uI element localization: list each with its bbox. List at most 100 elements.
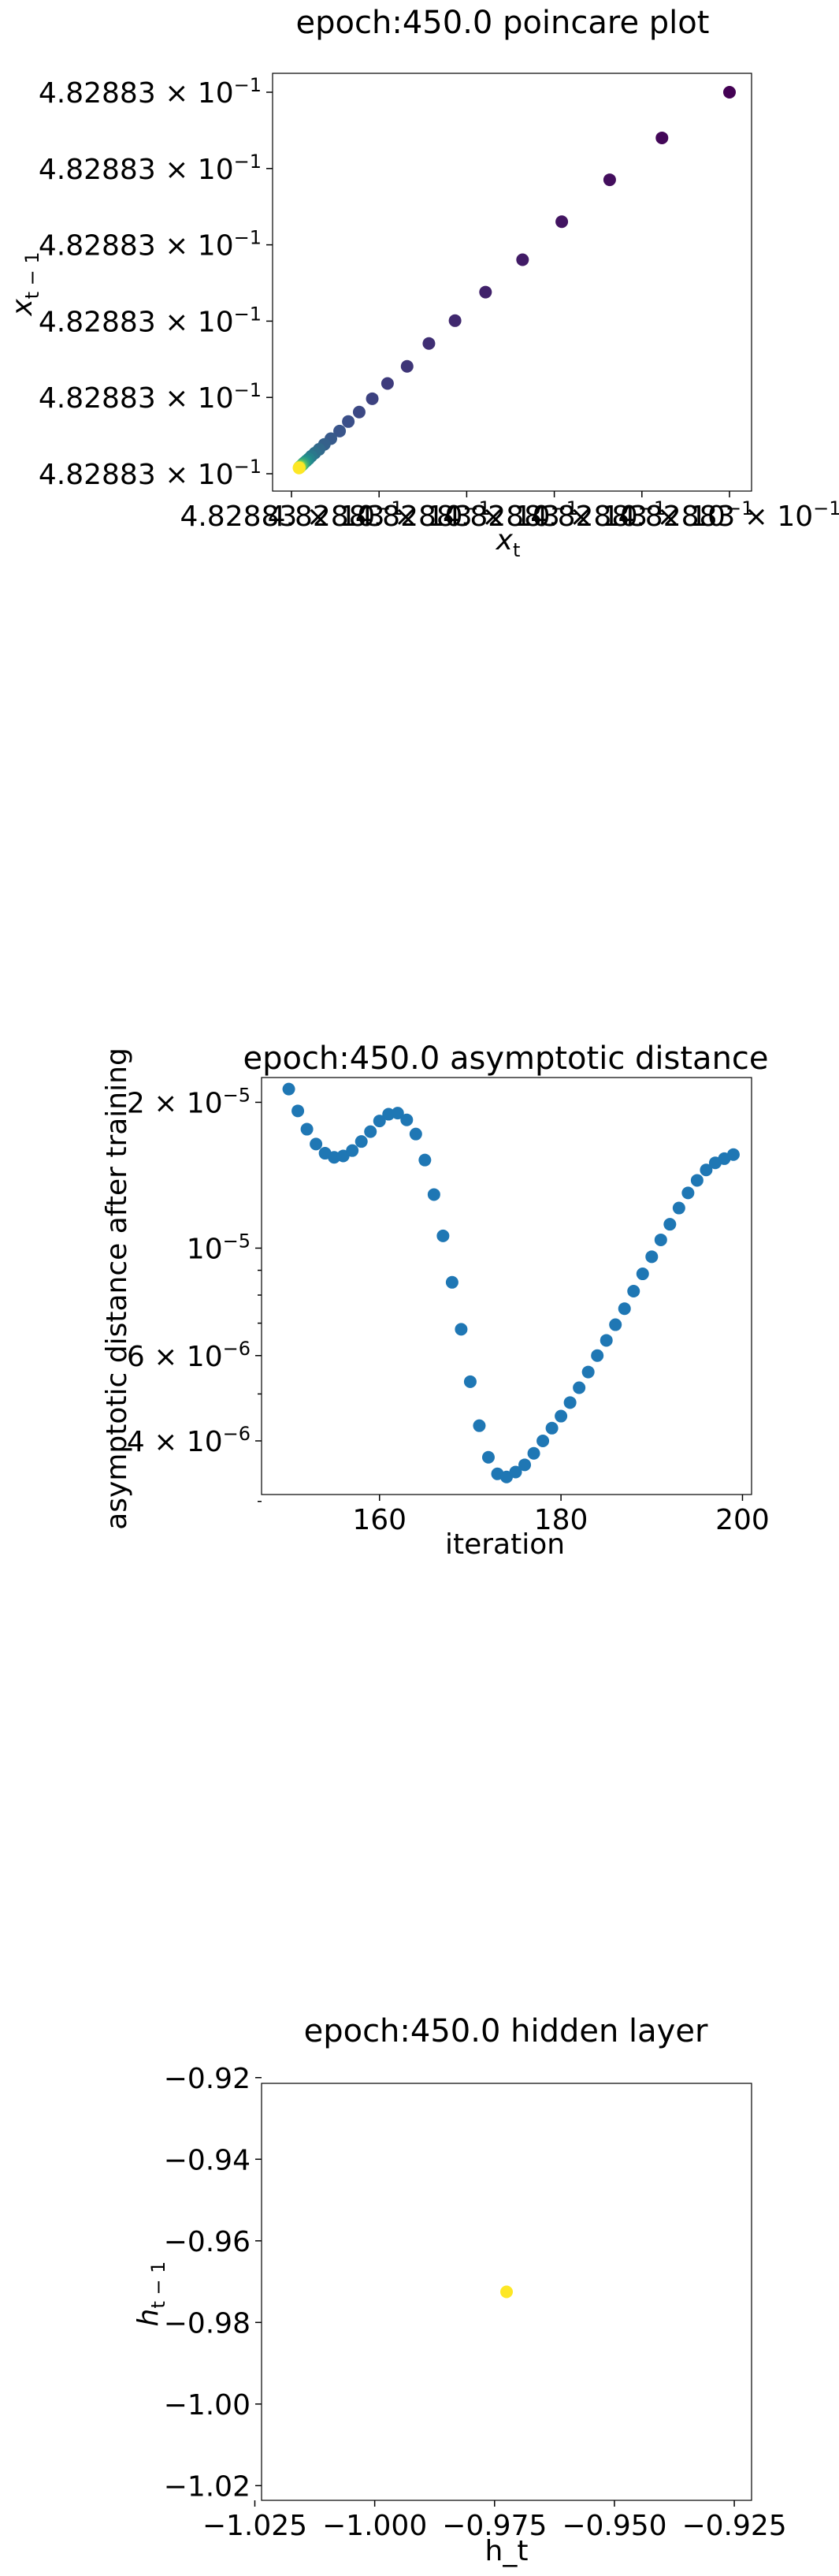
poincare-point	[448, 314, 462, 327]
asymptotic-y-axis-label: asymptotic distance after training	[101, 1048, 133, 1530]
poincare-point	[352, 405, 366, 419]
poincare-y-tick-label: 4.82883 × 10−1	[39, 456, 262, 491]
asymptotic-point	[563, 1396, 577, 1409]
poincare-point	[516, 253, 529, 266]
hidden-layer-y-ticks: −0.92 −0.94 −0.96 −0.98 −1.00 −1.02	[164, 2063, 262, 2503]
asymptotic-point	[536, 1434, 550, 1447]
asymptotic-points	[282, 1082, 740, 1483]
asymptotic-point	[681, 1186, 695, 1200]
poincare-x-tick-label: 4.82883 × 10−1	[443, 497, 666, 533]
hidden-layer-x-ticks: −1.025 −1.000 −0.975 −0.950 −0.925	[202, 2500, 787, 2542]
asymptotic-point	[545, 1421, 559, 1435]
asymptotic-point	[364, 1125, 377, 1138]
hidden-layer-y-axis-label: ht − 1	[132, 2261, 169, 2327]
asymptotic-point	[409, 1127, 422, 1141]
asymptotic-point	[481, 1450, 495, 1464]
hidden-layer-y-tick-label: −0.92	[164, 2063, 251, 2095]
asymptotic-frame	[261, 1077, 752, 1495]
poincare-point	[342, 415, 355, 428]
asymptotic-point	[291, 1104, 305, 1118]
hidden-layer-x-tick-label: −1.000	[322, 2510, 427, 2542]
poincare-point	[479, 285, 492, 299]
poincare-y-axis-label: xt − 1	[6, 251, 43, 316]
asymptotic-distance-chart: epoch:450.0 asymptotic distance 2 × 10−5…	[101, 1040, 770, 1561]
poincare-y-ticks: 4.82883 × 10−1 4.82883 × 10−1 4.82883 × 10…	[39, 74, 273, 491]
poincare-point	[723, 86, 736, 99]
asymptotic-y-ticks: 2 × 10−5 10−5 6 × 10−6 4 × 10−6	[127, 1084, 262, 1502]
poincare-frame	[272, 73, 752, 492]
asymptotic-point	[373, 1115, 386, 1128]
asymptotic-y-tick-label: 4 × 10−6	[127, 1423, 251, 1458]
poincare-point	[400, 359, 414, 373]
asymptotic-point	[282, 1082, 295, 1096]
asymptotic-point	[636, 1268, 649, 1281]
asymptotic-point	[391, 1107, 404, 1120]
asymptotic-point	[591, 1349, 604, 1362]
asymptotic-point	[509, 1465, 522, 1479]
asymptotic-point	[726, 1148, 740, 1161]
hidden-layer-x-axis-label: h_t	[485, 2535, 529, 2567]
poincare-point	[292, 461, 306, 475]
asymptotic-point	[690, 1174, 703, 1187]
poincare-y-tick-label: 4.82883 × 10−1	[39, 303, 262, 338]
poincare-point	[655, 131, 669, 144]
asymptotic-point	[555, 1409, 568, 1423]
hidden-layer-y-tick-label: −1.02	[164, 2470, 251, 2503]
poincare-y-tick-label: 4.82883 × 10−1	[39, 227, 262, 262]
poincare-x-ticks: 4.82883 × 10−14.82883 × 10−14.82883 × 10…	[180, 491, 839, 533]
asymptotic-point	[455, 1323, 468, 1336]
asymptotic-point	[310, 1137, 323, 1151]
hidden-layer-points	[500, 2285, 513, 2299]
asymptotic-y-tick-label: 10−5	[187, 1230, 251, 1265]
asymptotic-y-tick-label: 6 × 10−6	[127, 1338, 251, 1373]
poincare-y-tick-label: 4.82883 × 10−1	[39, 379, 262, 415]
hidden-layer-y-tick-label: −1.00	[164, 2389, 251, 2422]
poincare-x-tick-label: 4.82883 × 10−1	[618, 497, 839, 533]
asymptotic-point	[300, 1122, 314, 1136]
hidden-layer-x-tick-label: −0.950	[562, 2510, 666, 2542]
hidden-layer-y-tick-label: −0.94	[164, 2144, 251, 2176]
asymptotic-point	[573, 1381, 586, 1394]
asymptotic-point	[627, 1285, 640, 1298]
poincare-point	[555, 215, 569, 229]
asymptotic-x-tick-label: 200	[715, 1504, 770, 1536]
asymptotic-point	[645, 1250, 659, 1264]
asymptotic-point	[427, 1188, 440, 1201]
poincare-point	[603, 173, 616, 187]
hidden-layer-x-tick-label: −0.925	[681, 2510, 786, 2542]
asymptotic-point	[600, 1334, 613, 1347]
poincare-x-tick-label: 4.82883 × 10−1	[355, 497, 578, 533]
asymptotic-point	[463, 1375, 477, 1388]
hidden-layer-frame	[261, 2083, 752, 2501]
asymptotic-x-ticks: 160 180 200	[352, 1495, 770, 1536]
hidden-layer-x-tick-label: −1.025	[202, 2510, 307, 2542]
poincare-y-tick-label: 4.82883 × 10−1	[39, 151, 262, 186]
poincare-title: epoch:450.0 poincare plot	[296, 5, 710, 41]
asymptotic-point	[581, 1365, 595, 1379]
asymptotic-point	[436, 1229, 450, 1242]
poincare-x-tick-label: 4.82883 × 10−1	[268, 497, 491, 533]
poincare-chart: epoch:450.0 poincare plot 4.82883 × 10−1…	[6, 5, 839, 561]
poincare-x-axis-label: xt	[496, 524, 521, 561]
asymptotic-x-axis-label: iteration	[445, 1528, 565, 1561]
asymptotic-x-tick-label: 160	[352, 1504, 407, 1536]
poincare-point	[333, 424, 347, 437]
hidden-layer-point	[500, 2285, 513, 2299]
hidden-layer-y-tick-label: −0.96	[164, 2226, 251, 2258]
asymptotic-point	[346, 1144, 359, 1157]
asymptotic-point	[355, 1135, 368, 1148]
asymptotic-point	[336, 1149, 350, 1163]
poincare-points	[292, 86, 736, 475]
asymptotic-point	[518, 1458, 532, 1472]
hidden-layer-chart: epoch:450.0 hidden layer −0.92 −0.94 −0.96…	[132, 2013, 787, 2567]
asymptotic-point	[700, 1163, 713, 1177]
asymptotic-title: epoch:450.0 asymptotic distance	[243, 1040, 768, 1077]
asymptotic-point	[418, 1153, 432, 1167]
hidden-layer-x-tick-label: −0.975	[442, 2510, 547, 2542]
asymptotic-point	[445, 1275, 458, 1289]
asymptotic-point	[400, 1113, 414, 1126]
asymptotic-point	[654, 1233, 667, 1246]
asymptotic-point	[527, 1446, 540, 1460]
hidden-layer-title: epoch:450.0 hidden layer	[304, 2013, 708, 2049]
poincare-point	[366, 392, 379, 405]
